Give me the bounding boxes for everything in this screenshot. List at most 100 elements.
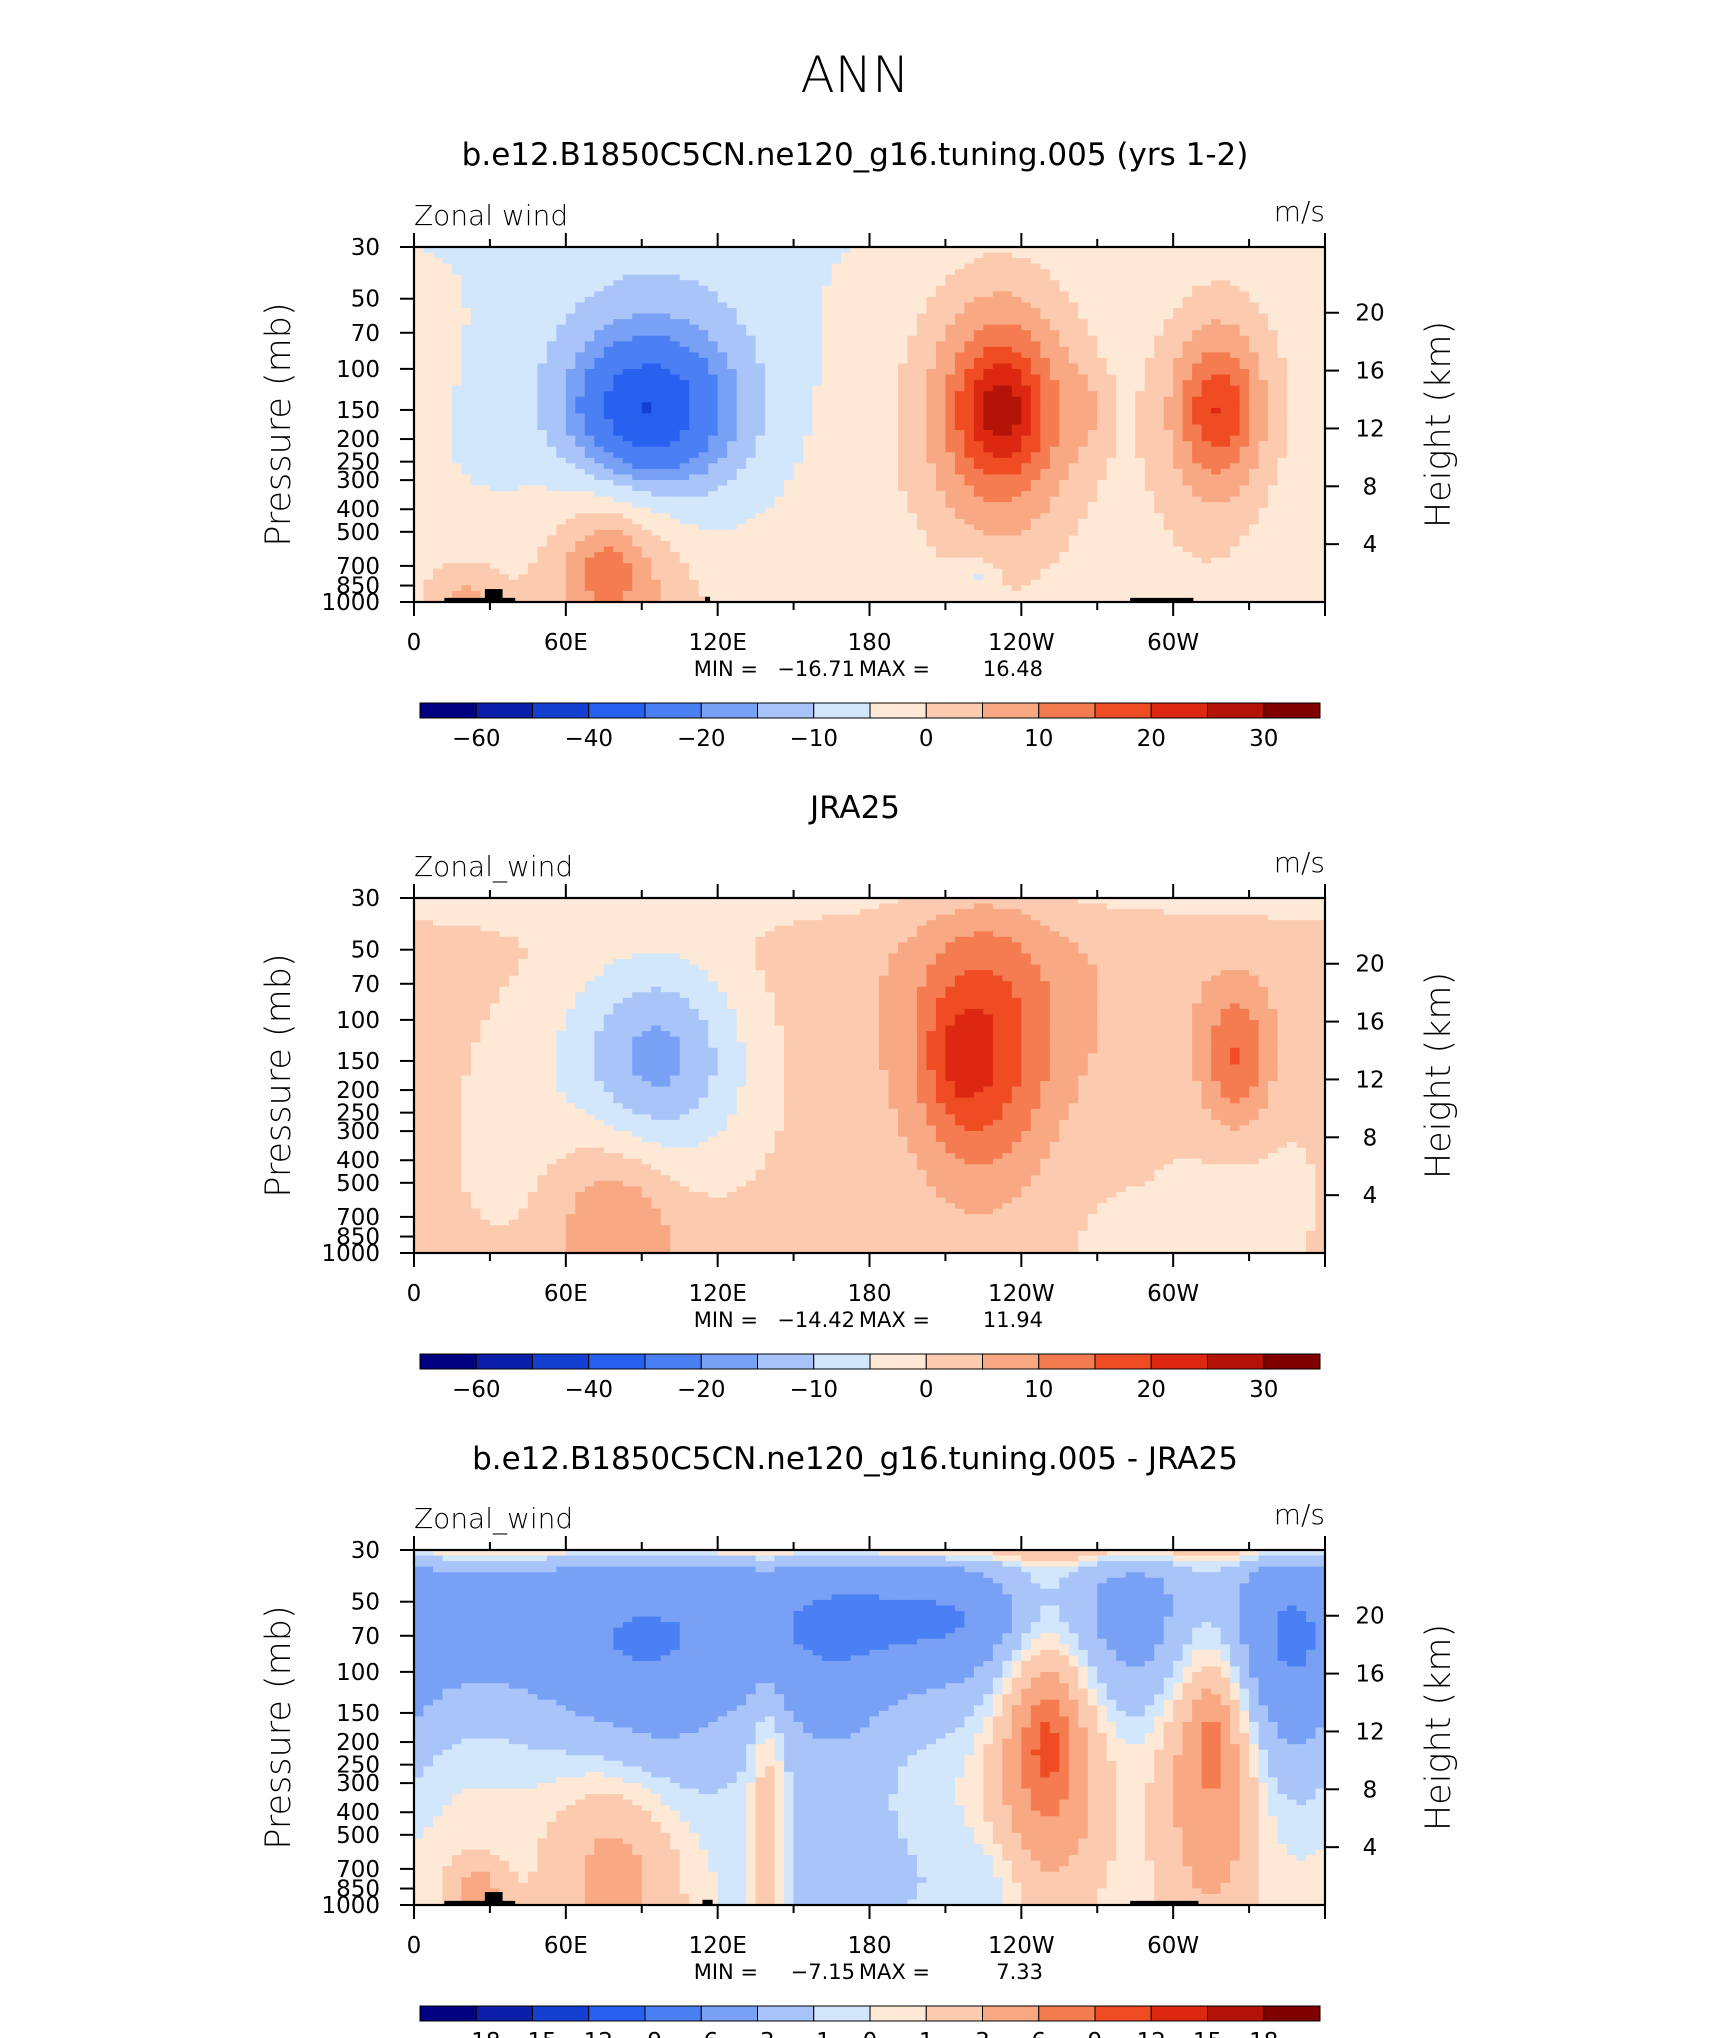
field-cell: [451, 513, 463, 520]
field-cell: [831, 252, 842, 259]
field-cell: [860, 258, 871, 265]
field-cell: [803, 313, 814, 320]
field-cell: [1220, 369, 1231, 376]
field-cell: [992, 463, 1003, 470]
field-cell: [1154, 485, 1165, 492]
field-cell: [632, 485, 643, 492]
field-cell: [897, 407, 909, 415]
field-cell: [603, 513, 614, 520]
field-cell: [461, 407, 472, 415]
field-cell: [1040, 468, 1051, 476]
field-cell: [1097, 491, 1108, 498]
field-cell: [926, 313, 937, 320]
field-cell: [755, 247, 766, 254]
field-cell: [508, 258, 519, 265]
field-cell: [916, 252, 928, 259]
field-cell: [518, 313, 529, 320]
field-cell: [1296, 352, 1307, 359]
field-cell: [822, 518, 833, 525]
field-cell: [822, 308, 833, 315]
field-cell: [518, 247, 529, 254]
field-cell: [546, 524, 557, 531]
field-cell: [708, 247, 719, 254]
field-cell: [1296, 430, 1307, 437]
field-cell: [470, 319, 482, 326]
field-cell: [765, 468, 776, 476]
field-cell: [973, 424, 984, 431]
field-cell: [708, 524, 719, 531]
field-cell: [1277, 274, 1288, 281]
field-cell: [499, 363, 510, 370]
field-cell: [888, 446, 899, 453]
field-cell: [784, 374, 795, 381]
field-cell: [641, 269, 652, 276]
field-cell: [1021, 413, 1032, 420]
field-cell: [1135, 513, 1146, 520]
field-cell: [784, 441, 795, 448]
field-cell: [926, 402, 937, 409]
field-cell: [622, 374, 633, 381]
field-cell: [1002, 446, 1013, 453]
field-cell: [1097, 391, 1108, 398]
field-cell: [1040, 252, 1051, 259]
field-cell: [954, 324, 965, 331]
field-cell: [1192, 518, 1203, 525]
field-cell: [489, 274, 501, 281]
field-cell: [860, 352, 871, 359]
field-cell: [812, 319, 823, 326]
field-cell: [1192, 524, 1203, 531]
field-cell: [1125, 513, 1136, 520]
field-cell: [565, 291, 576, 298]
field-cell: [470, 247, 482, 254]
field-cell: [1296, 363, 1307, 370]
field-cell: [897, 380, 909, 387]
field-cell: [508, 441, 519, 448]
field-cell: [603, 396, 614, 403]
field-cell: [622, 463, 633, 470]
field-cell: [1097, 407, 1108, 415]
field-cell: [897, 313, 909, 320]
field-cell: [983, 396, 994, 403]
field-cell: [793, 430, 804, 437]
field-cell: [1040, 474, 1051, 481]
field-cell: [765, 274, 776, 281]
field-cell: [708, 452, 719, 459]
field-cell: [423, 308, 434, 315]
field-cell: [594, 291, 605, 298]
field-cell: [1182, 385, 1193, 392]
field-cell: [878, 302, 890, 309]
field-cell: [1040, 285, 1051, 292]
field-cell: [1106, 529, 1117, 537]
field-cell: [1201, 285, 1212, 292]
field-cell: [1211, 258, 1222, 265]
field-cell: [1049, 285, 1060, 292]
field-cell: [878, 346, 890, 353]
field-cell: [1220, 496, 1231, 503]
field-cell: [651, 330, 662, 337]
field-cell: [822, 407, 833, 415]
field-cell: [831, 524, 842, 531]
field-cell: [1173, 479, 1184, 487]
field-cell: [442, 502, 453, 509]
field-cell: [1230, 485, 1241, 492]
field-cell: [651, 346, 662, 353]
field-cell: [803, 507, 814, 514]
field-cell: [1230, 491, 1241, 498]
field-cell: [622, 513, 633, 520]
field-cell: [451, 391, 463, 398]
field-cell: [1296, 247, 1307, 254]
field-cell: [765, 352, 776, 359]
field-cell: [423, 385, 434, 392]
field-cell: [461, 524, 472, 531]
field-cell: [1315, 280, 1325, 287]
field-cell: [1192, 346, 1203, 353]
field-cell: [1106, 524, 1117, 531]
field-cell: [1211, 446, 1222, 453]
field-cell: [1021, 396, 1032, 403]
field-cell: [1116, 369, 1127, 376]
field-cell: [803, 496, 814, 503]
field-cell: [1296, 341, 1307, 348]
field-cell: [888, 263, 899, 270]
field-cell: [1068, 313, 1079, 320]
field-cell: [613, 407, 624, 415]
